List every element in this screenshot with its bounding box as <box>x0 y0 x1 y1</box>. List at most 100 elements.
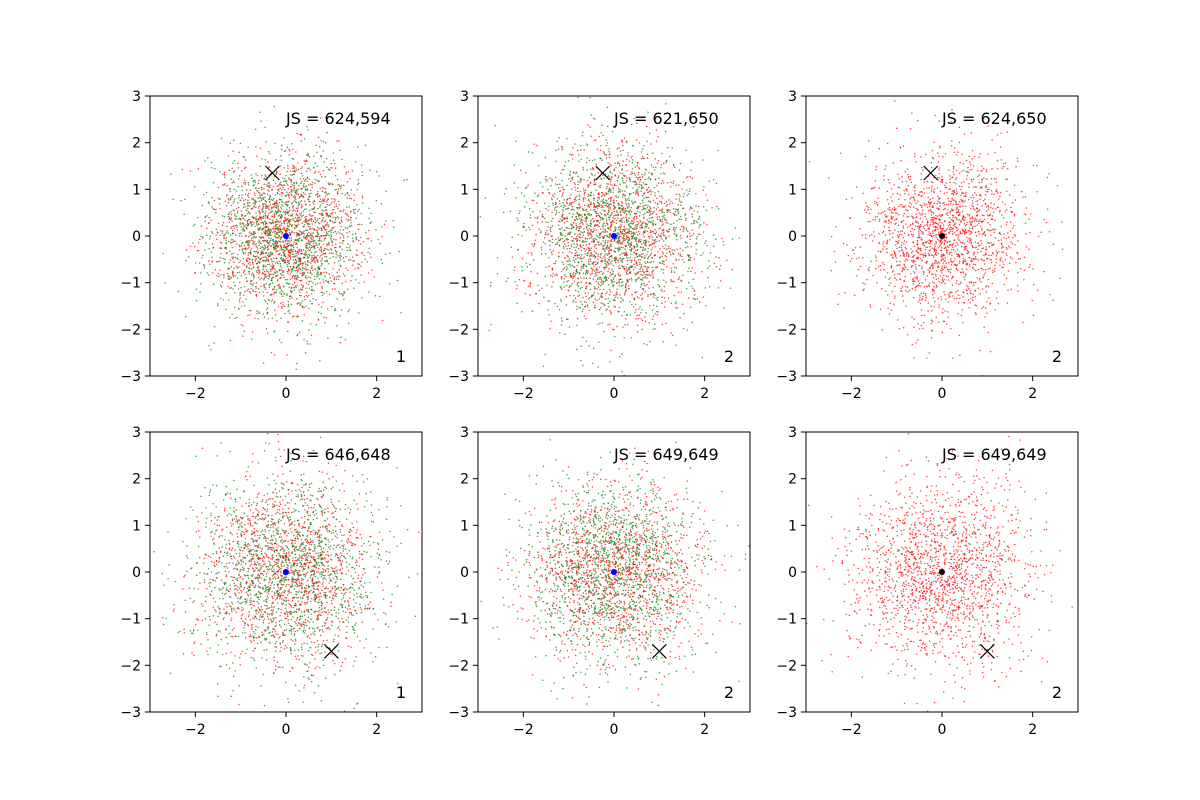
scatter-point <box>301 262 304 265</box>
scatter-point <box>662 233 664 235</box>
scatter-point <box>575 240 578 242</box>
scatter-point <box>259 192 261 195</box>
scatter-point <box>611 172 613 175</box>
scatter-point <box>634 311 636 313</box>
scatter-point <box>695 220 698 223</box>
scatter-point <box>346 227 349 230</box>
scatter-point <box>628 268 630 271</box>
scatter-point <box>317 273 320 276</box>
scatter-point <box>286 219 288 222</box>
scatter-point <box>310 258 312 260</box>
scatter-point <box>270 251 272 254</box>
scatter-point <box>335 251 337 253</box>
scatter-point <box>317 311 320 313</box>
scatter-point <box>354 161 357 163</box>
x-tick-label: 0 <box>282 386 291 402</box>
scatter-point <box>266 206 269 209</box>
scatter-point <box>245 249 247 251</box>
scatter-point <box>296 207 298 210</box>
scatter-point <box>565 199 568 201</box>
scatter-point <box>278 283 280 286</box>
scatter-point <box>590 114 593 116</box>
scatter-point <box>602 245 604 248</box>
scatter-point <box>593 288 596 290</box>
scatter-point <box>277 207 279 209</box>
scatter-point <box>288 197 291 199</box>
scatter-point <box>516 302 518 304</box>
scatter-point <box>247 314 249 317</box>
scatter-point <box>683 312 685 315</box>
scatter-point <box>642 246 644 249</box>
scatter-point <box>676 220 678 222</box>
scatter-point <box>340 336 342 338</box>
scatter-point <box>702 231 705 233</box>
scatter-point <box>295 181 298 183</box>
scatter-point <box>288 178 291 180</box>
scatter-point <box>547 221 549 223</box>
scatter-point <box>224 200 227 203</box>
scatter-point <box>229 197 232 199</box>
scatter-point <box>613 168 616 170</box>
scatter-point <box>607 305 610 308</box>
scatter-point <box>226 272 229 275</box>
scatter-point <box>647 274 649 276</box>
scatter-point <box>333 277 335 280</box>
scatter-point <box>665 103 667 105</box>
scatter-point <box>559 189 562 192</box>
scatter-point <box>239 281 241 284</box>
scatter-point <box>668 199 670 201</box>
scatter-point <box>546 284 548 287</box>
scatter-point <box>286 230 288 232</box>
scatter-point <box>632 235 634 238</box>
scatter-point <box>296 132 298 135</box>
scatter-point <box>375 199 378 202</box>
scatter-point <box>260 277 263 279</box>
scatter-point <box>629 180 631 183</box>
scatter-point <box>628 199 630 202</box>
scatter-point <box>258 235 261 238</box>
scatter-point <box>303 338 305 341</box>
scatter-point <box>332 221 334 223</box>
scatter-point <box>247 182 250 184</box>
scatter-point <box>738 237 740 239</box>
scatter-point <box>295 214 298 216</box>
scatter-point <box>297 223 300 225</box>
scatter-point <box>200 235 202 237</box>
scatter-point <box>288 237 291 240</box>
scatter-point <box>605 204 608 207</box>
scatter-point <box>240 305 243 308</box>
scatter-point <box>582 308 584 310</box>
scatter-point <box>351 256 354 258</box>
scatter-point <box>678 169 681 171</box>
scatter-point <box>570 154 573 156</box>
scatter-point <box>627 236 630 238</box>
scatter-point <box>613 169 616 172</box>
scatter-point <box>326 248 328 251</box>
scatter-point <box>608 187 611 190</box>
scatter-point <box>273 202 276 204</box>
scatter-point <box>256 248 259 250</box>
scatter-point <box>308 249 311 252</box>
scatter-point <box>279 249 281 252</box>
scatter-point <box>663 285 666 288</box>
scatter-point <box>267 252 270 254</box>
scatter-point <box>335 243 337 246</box>
scatter-point <box>602 201 604 204</box>
scatter-point <box>280 317 282 319</box>
scatter-point <box>663 214 666 216</box>
scatter-point <box>296 271 299 273</box>
scatter-point <box>258 205 261 208</box>
scatter-point <box>538 228 540 231</box>
scatter-point <box>617 226 620 229</box>
scatter-point <box>380 203 383 205</box>
scatter-point <box>291 202 294 204</box>
scatter-point <box>694 272 696 274</box>
scatter-point <box>244 193 247 195</box>
scatter-point <box>282 211 285 213</box>
scatter-point <box>663 211 665 214</box>
scatter-point <box>609 225 612 228</box>
scatter-point <box>424 276 426 278</box>
scatter-point <box>677 184 680 186</box>
scatter-point <box>708 286 711 288</box>
scatter-point <box>256 189 258 192</box>
